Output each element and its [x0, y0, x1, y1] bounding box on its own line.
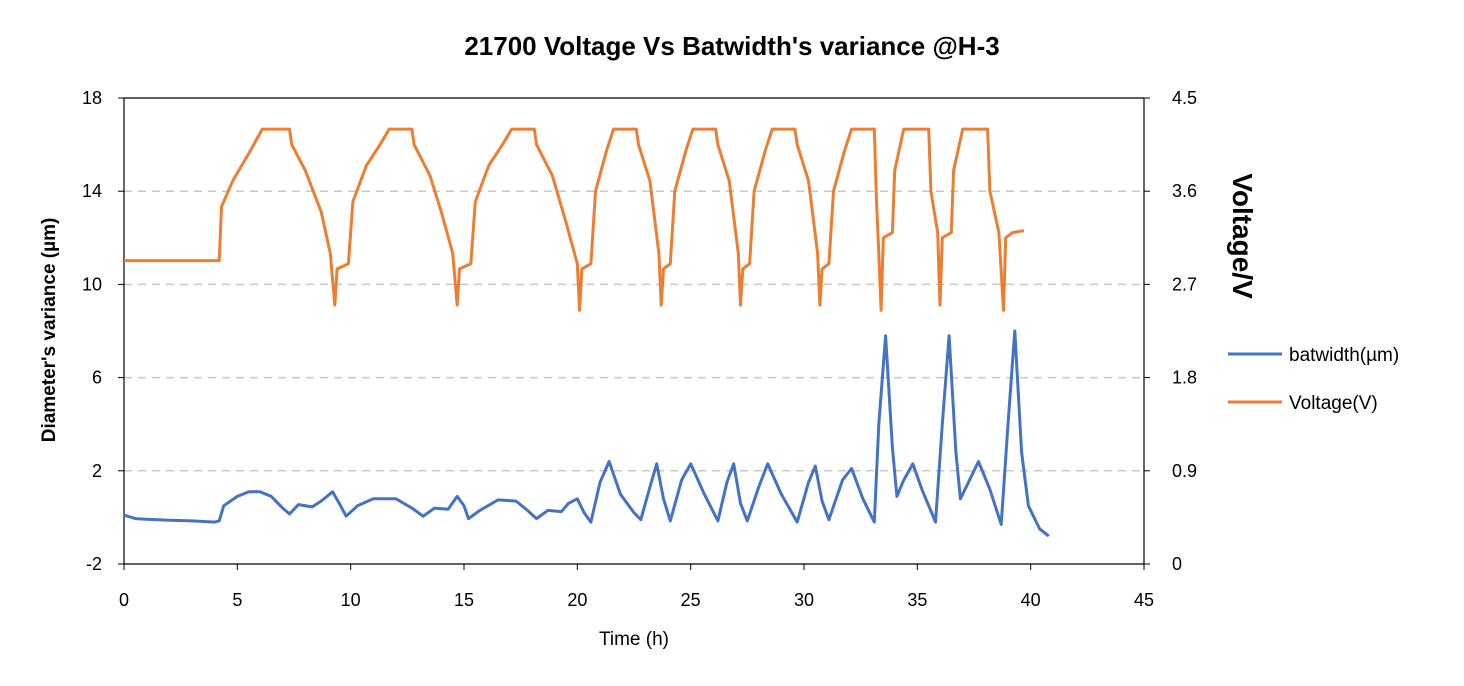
- x-tick-label: 40: [1021, 590, 1041, 610]
- x-tick-label: 5: [232, 590, 242, 610]
- series-lines: [123, 127, 1050, 538]
- y-tick-label: -2: [86, 554, 102, 574]
- x-tick-label: 20: [567, 590, 587, 610]
- y-tick-label: 6: [92, 368, 102, 388]
- x-tick-label: 15: [454, 590, 474, 610]
- series-line-batwidth: [123, 329, 1050, 538]
- y-tick-label: 10: [82, 274, 102, 294]
- y2-tick-label: 4.5: [1172, 88, 1197, 108]
- legend-label-batwidth: batwidth(µm): [1289, 345, 1399, 366]
- y2-tick-label: 0: [1172, 554, 1182, 574]
- plot-area: [123, 97, 1145, 565]
- y2-tick-label: 2.7: [1172, 274, 1197, 294]
- x-tick-label: 30: [794, 590, 814, 610]
- x-tick-label: 45: [1134, 590, 1154, 610]
- x-tick-label: 35: [907, 590, 927, 610]
- y2-tick-label: 0.9: [1172, 461, 1197, 481]
- x-axis-label: Time (h): [599, 629, 669, 650]
- legend: batwidth(µm) Voltage(V): [1228, 345, 1399, 414]
- y-tick-label: 2: [92, 461, 102, 481]
- legend-label-voltage: Voltage(V): [1289, 393, 1378, 414]
- y2-axis-ticks: 0 0.9 1.8 2.7 3.6 4.5: [1144, 88, 1197, 574]
- y-tick-label: 14: [82, 181, 102, 201]
- x-tick-label: 10: [341, 590, 361, 610]
- x-tick-label: 0: [119, 590, 129, 610]
- y2-tick-label: 3.6: [1172, 181, 1197, 201]
- y-tick-label: 18: [82, 88, 102, 108]
- y-axis-label: Diameter's variance (µm): [39, 218, 60, 443]
- y2-axis-label: Voltage/V: [1227, 173, 1258, 299]
- chart-title: 21700 Voltage Vs Batwidth's variance @H-…: [464, 31, 999, 61]
- x-tick-label: 25: [681, 590, 701, 610]
- gridlines: [124, 190, 1144, 472]
- series-line-voltage: [124, 127, 1025, 312]
- y-axis-ticks: -2 2 6 10 14 18: [82, 88, 124, 574]
- x-axis-ticks: 0 5 10 15 20 25 30 35 40 45: [119, 564, 1154, 610]
- y2-tick-label: 1.8: [1172, 368, 1197, 388]
